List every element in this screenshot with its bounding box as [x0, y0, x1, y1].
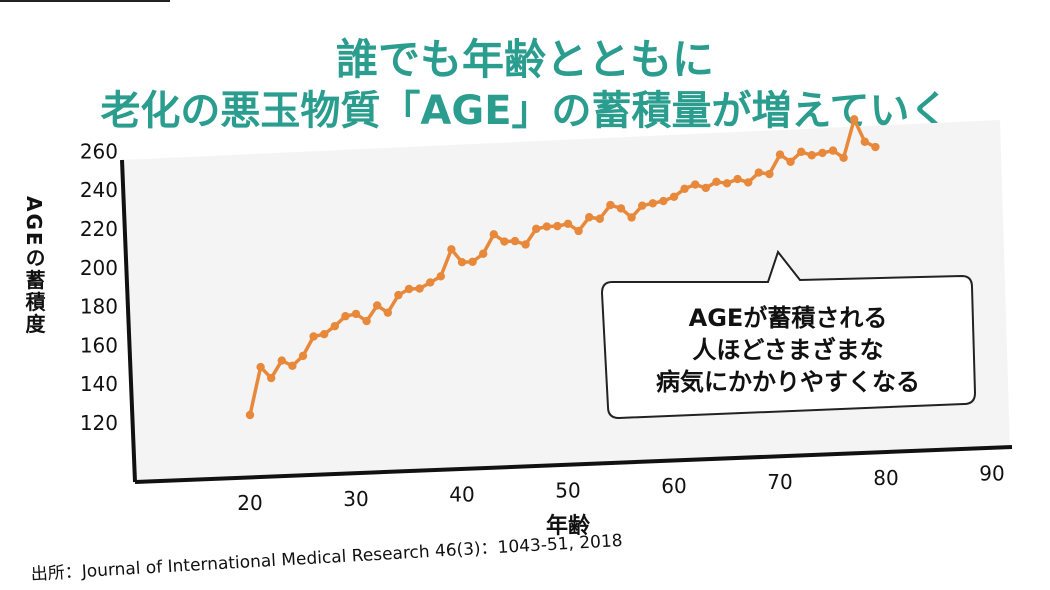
corner-rule: [0, 0, 170, 8]
y-tick-label: 180: [80, 295, 118, 319]
data-point: [489, 230, 498, 239]
data-point: [245, 410, 255, 420]
callout-line-2: 人ほどさまざまな: [692, 336, 883, 364]
data-point: [394, 290, 403, 300]
data-point: [288, 361, 297, 371]
data-point: [606, 200, 615, 210]
data-point: [457, 258, 467, 267]
data-point: [436, 272, 445, 281]
data-point: [669, 192, 679, 201]
data-point: [638, 201, 647, 210]
data-point: [839, 153, 848, 162]
data-point: [542, 222, 551, 231]
data-point: [521, 240, 530, 249]
data-point: [362, 316, 371, 326]
data-point: [373, 301, 382, 310]
title-line-1: 誰でも年齢とともに: [335, 35, 714, 84]
x-tick-label: 30: [343, 487, 368, 511]
data-point: [426, 278, 435, 287]
data-point: [298, 351, 308, 361]
title-line-2: 老化の悪玉物質「AGE」の蓄積量が増えていく: [100, 88, 950, 134]
data-point: [871, 142, 880, 152]
y-tick-label: 260: [80, 139, 118, 163]
data-point: [765, 169, 774, 179]
data-point: [468, 257, 477, 266]
y-tick-label: 240: [80, 178, 118, 202]
data-point: [786, 157, 795, 166]
x-tick-label: 80: [873, 466, 898, 490]
data-point: [691, 180, 700, 189]
x-tick-label: 60: [661, 474, 686, 498]
callout-bubble: AGEが蓄積される 人ほどさまざまな 病気にかかりやすくなる: [600, 249, 977, 420]
data-point: [722, 179, 732, 188]
data-point: [659, 196, 668, 206]
data-point: [828, 146, 838, 155]
data-point: [330, 321, 339, 331]
data-point: [256, 362, 265, 372]
data-point: [309, 332, 318, 341]
callout-line-3: 病気にかかりやすくなる: [656, 368, 920, 396]
data-point: [500, 237, 509, 246]
data-point: [680, 184, 689, 193]
data-point: [627, 213, 636, 222]
data-point: [648, 199, 657, 208]
y-tick-label: 120: [80, 411, 118, 435]
y-axis-line: [120, 159, 137, 483]
data-point: [701, 183, 710, 193]
y-tick-label: 220: [80, 217, 118, 241]
data-point: [341, 312, 350, 321]
x-tick-label: 90: [979, 462, 1004, 486]
data-point: [404, 284, 414, 294]
data-point: [532, 224, 541, 234]
data-point: [712, 177, 721, 187]
data-point: [383, 308, 392, 317]
x-axis-label: 年齢: [546, 513, 591, 539]
x-axis-line: [134, 445, 1013, 484]
data-point: [479, 249, 488, 258]
x-tick-label: 50: [555, 478, 580, 502]
y-tick-label: 200: [80, 256, 118, 280]
data-point: [733, 174, 742, 184]
data-point: [754, 168, 763, 177]
data-point: [320, 329, 329, 339]
data-point: [775, 150, 785, 159]
data-point: [267, 373, 276, 383]
x-tick-label: 40: [449, 483, 474, 507]
data-point: [415, 284, 424, 293]
data-point: [447, 245, 456, 254]
callout-line-1: AGEが蓄積される: [689, 304, 888, 332]
data-point: [585, 213, 594, 222]
data-point: [277, 356, 286, 365]
data-point: [553, 221, 562, 231]
data-point: [818, 148, 827, 158]
x-tick-label: 70: [767, 470, 792, 494]
data-point: [860, 137, 869, 146]
data-point: [744, 178, 753, 187]
data-point: [510, 236, 520, 246]
data-point: [807, 151, 816, 160]
data-point: [574, 226, 583, 236]
y-tick-label: 160: [80, 333, 118, 357]
data-point: [797, 147, 806, 157]
y-tick-label: 140: [80, 372, 118, 396]
data-point: [351, 309, 361, 319]
data-point: [616, 204, 626, 213]
x-tick-label: 20: [237, 491, 262, 515]
data-point: [563, 219, 573, 228]
y-axis-label: AGEの蓄積度: [22, 196, 46, 336]
data-point: [850, 115, 859, 124]
data-point: [595, 214, 604, 223]
